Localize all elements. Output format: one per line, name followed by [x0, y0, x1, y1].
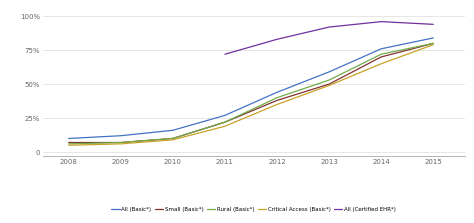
Rural (Basic*): [430, 42, 436, 45]
Critical Access (Basic*): [222, 125, 228, 128]
All (Basic*): [274, 91, 280, 94]
Small (Basic*): [170, 137, 176, 140]
Small (Basic*): [326, 83, 332, 85]
Critical Access (Basic*): [170, 138, 176, 141]
Small (Basic*): [430, 42, 436, 45]
Rural (Basic*): [118, 141, 124, 144]
All (Certified EHR*): [430, 23, 436, 26]
All (Certified EHR*): [274, 38, 280, 41]
All (Basic*): [378, 47, 384, 50]
Line: Rural (Basic*): Rural (Basic*): [69, 43, 433, 144]
Critical Access (Basic*): [118, 142, 124, 145]
Critical Access (Basic*): [378, 62, 384, 65]
Line: Critical Access (Basic*): Critical Access (Basic*): [69, 45, 433, 145]
All (Basic*): [170, 129, 176, 132]
Line: All (Basic*): All (Basic*): [69, 38, 433, 138]
All (Basic*): [118, 134, 124, 137]
Critical Access (Basic*): [66, 144, 72, 147]
Small (Basic*): [274, 99, 280, 102]
Rural (Basic*): [66, 142, 72, 145]
All (Certified EHR*): [378, 20, 384, 23]
Rural (Basic*): [326, 79, 332, 81]
Critical Access (Basic*): [274, 103, 280, 106]
All (Certified EHR*): [222, 53, 228, 56]
All (Basic*): [222, 114, 228, 117]
Rural (Basic*): [274, 96, 280, 99]
All (Basic*): [66, 137, 72, 140]
Critical Access (Basic*): [430, 43, 436, 46]
Rural (Basic*): [378, 53, 384, 56]
Critical Access (Basic*): [326, 84, 332, 87]
Small (Basic*): [118, 141, 124, 144]
Line: All (Certified EHR*): All (Certified EHR*): [225, 22, 433, 54]
All (Basic*): [430, 37, 436, 39]
All (Basic*): [326, 70, 332, 73]
Small (Basic*): [66, 141, 72, 144]
Small (Basic*): [378, 56, 384, 58]
Legend: All (Basic*), Small (Basic*), Rural (Basic*), Critical Access (Basic*), All (Cer: All (Basic*), Small (Basic*), Rural (Bas…: [111, 207, 396, 212]
Rural (Basic*): [222, 121, 228, 124]
Rural (Basic*): [170, 137, 176, 140]
All (Certified EHR*): [326, 26, 332, 28]
Line: Small (Basic*): Small (Basic*): [69, 43, 433, 142]
Small (Basic*): [222, 121, 228, 124]
